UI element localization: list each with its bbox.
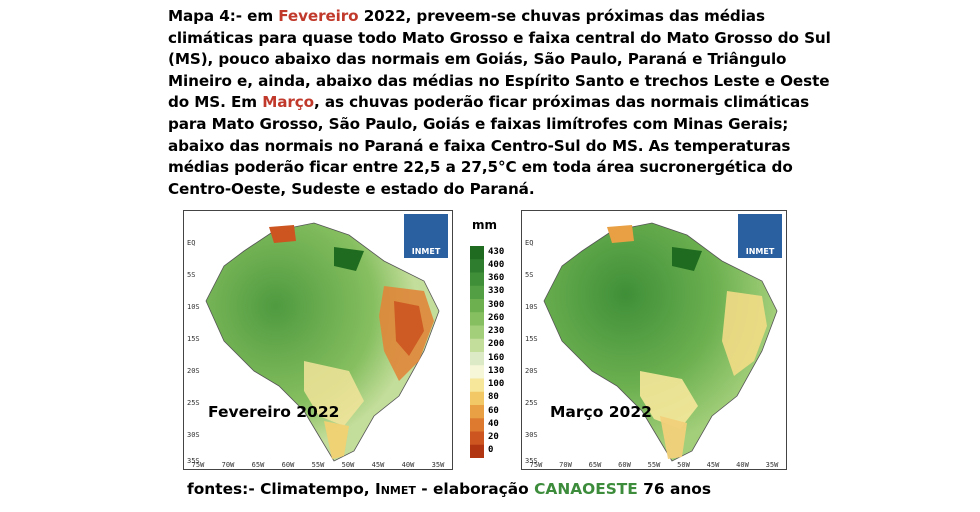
legend-swatch <box>470 246 484 260</box>
lon-tick: 50W <box>677 461 690 469</box>
source-brand: CANAOESTE <box>534 480 638 498</box>
inmet-logo: INMET <box>738 214 782 258</box>
legend-value: 20 <box>488 432 499 443</box>
legend-value: 400 <box>488 259 505 270</box>
legend-value: 260 <box>488 312 505 323</box>
lat-tick: 5S <box>525 271 533 279</box>
lat-tick: 35S <box>187 457 200 465</box>
legend-value: 160 <box>488 352 505 363</box>
source-suffix: 76 anos <box>637 480 712 498</box>
brazil-map-march: EQ 5S 10S 15S 20S 25S 30S 35S 75W 70W 65W 6… <box>525 222 779 469</box>
lat-tick: EQ <box>525 239 533 247</box>
legend-swatch <box>470 418 484 432</box>
lon-tick: 40W <box>736 461 749 469</box>
legend-swatch <box>470 378 484 393</box>
map-february: EQ 5S 10S 15S 20S 25S 30S 35S 75W 70W 65W 6… <box>183 210 453 470</box>
legend-value: 60 <box>488 405 499 416</box>
inmet-logo: INMET <box>404 214 448 258</box>
map-title-february: Fevereiro 2022 <box>208 403 340 421</box>
lat-tick: 15S <box>525 335 538 343</box>
lat-tick: 20S <box>187 367 200 375</box>
legend-value: 130 <box>488 365 505 376</box>
lon-tick: 45W <box>707 461 720 469</box>
lon-tick: 50W <box>342 461 355 469</box>
map-label: Mapa 4 <box>168 7 230 25</box>
lat-tick: 20S <box>525 367 538 375</box>
lat-tick: 35S <box>525 457 538 465</box>
legend-value: 230 <box>488 326 505 337</box>
legend-swatch <box>470 391 484 406</box>
precipitation-legend: mm 430 400 360 330 300 260 230 200 160 130 100 80 60… <box>458 218 520 468</box>
legend-swatch <box>470 352 484 366</box>
lat-tick: 30S <box>187 431 200 439</box>
map-march: EQ 5S 10S 15S 20S 25S 30S 35S 75W 70W 65W 6… <box>521 210 787 470</box>
legend-swatch <box>470 405 484 419</box>
lat-tick: 30S <box>525 431 538 439</box>
lon-tick: 65W <box>252 461 265 469</box>
text-march: , as chuvas poderão ficar próximas das n… <box>168 93 810 198</box>
legend-swatch <box>470 285 484 300</box>
month-february: Fevereiro <box>278 7 359 25</box>
lat-tick: 10S <box>187 303 200 311</box>
legend-colorbar <box>470 246 484 458</box>
legend-value: 300 <box>488 299 505 310</box>
legend-swatch <box>470 365 484 379</box>
source-credit: fontes:- Climatempo, Inmet - elaboração … <box>187 480 711 498</box>
lon-tick: 70W <box>222 461 235 469</box>
lon-tick: 60W <box>282 461 295 469</box>
legend-value: 200 <box>488 339 505 350</box>
legend-swatch <box>470 312 484 326</box>
lat-tick: 10S <box>525 303 538 311</box>
lon-tick: 35W <box>766 461 779 469</box>
legend-swatch <box>470 325 484 340</box>
legend-swatch <box>470 444 484 458</box>
legend-swatch <box>470 299 484 313</box>
lon-tick: 55W <box>648 461 661 469</box>
source-middle: - elaboração <box>415 480 535 498</box>
legend-swatch <box>470 338 484 353</box>
lon-tick: 70W <box>559 461 572 469</box>
lon-tick: 60W <box>618 461 631 469</box>
legend-swatch <box>470 431 484 446</box>
source-inmet: Inmet <box>374 480 416 498</box>
legend-unit: mm <box>472 218 498 232</box>
legend-value: 0 <box>488 445 494 456</box>
lon-tick: 40W <box>402 461 415 469</box>
map-title-march: Março 2022 <box>550 403 652 421</box>
month-march: Março <box>262 93 314 112</box>
legend-value: 100 <box>488 379 505 390</box>
text-february: 2022, preveem-se chuvas próximas das méd… <box>168 7 831 112</box>
legend-value: 330 <box>488 286 505 297</box>
lat-tick: 25S <box>187 399 200 407</box>
lon-tick: 45W <box>372 461 385 469</box>
brazil-map-february: EQ 5S 10S 15S 20S 25S 30S 35S 75W 70W 65W 6… <box>187 222 445 469</box>
lon-tick: 75W <box>192 461 205 469</box>
lat-tick: EQ <box>187 239 195 247</box>
legend-swatch <box>470 259 484 273</box>
description-paragraph: Mapa 4:- em Fevereiro 2022, preveem-se c… <box>168 6 848 200</box>
lon-tick: 65W <box>589 461 602 469</box>
legend-value: 40 <box>488 418 499 429</box>
intro-text: :- em <box>229 7 279 25</box>
lon-tick: 55W <box>312 461 325 469</box>
legend-value: 430 <box>488 246 505 257</box>
legend-value: 80 <box>488 392 499 403</box>
lat-tick: 25S <box>525 399 538 407</box>
lon-tick: 75W <box>530 461 543 469</box>
lon-tick: 35W <box>432 461 445 469</box>
source-prefix: fontes:- Climatempo, <box>187 480 375 498</box>
lat-tick: 15S <box>187 335 200 343</box>
lat-tick: 5S <box>187 271 195 279</box>
legend-swatch <box>470 272 484 287</box>
legend-value: 360 <box>488 273 505 284</box>
